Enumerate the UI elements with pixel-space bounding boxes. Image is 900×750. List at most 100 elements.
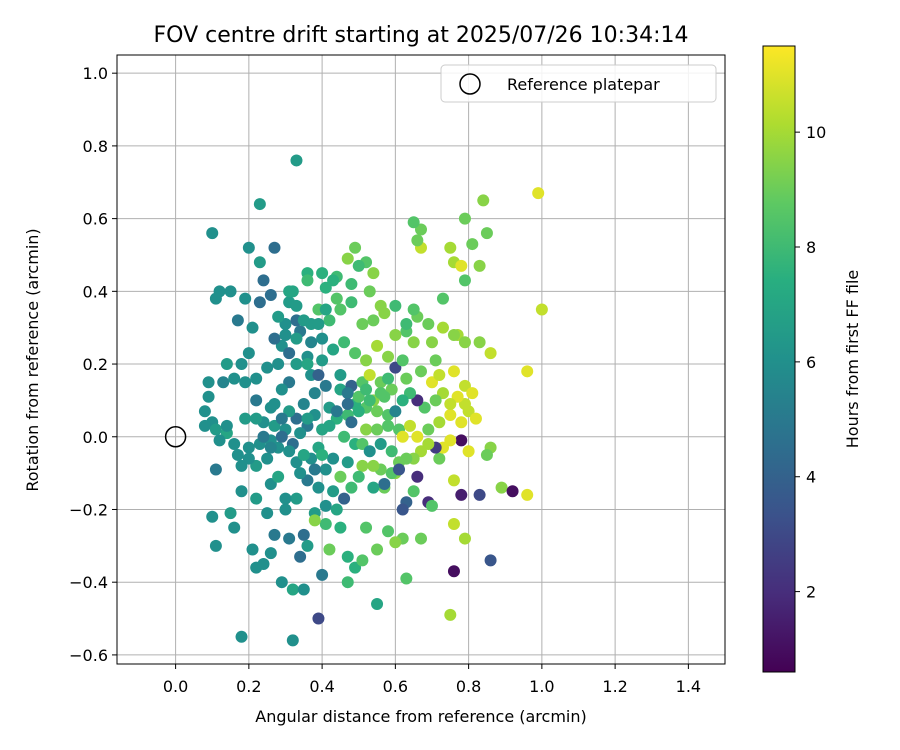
scatter-point xyxy=(283,376,296,389)
scatter-point xyxy=(319,499,332,512)
scatter-point xyxy=(312,481,325,494)
scatter-point xyxy=(323,314,336,327)
scatter-point xyxy=(360,423,373,436)
scatter-point xyxy=(477,194,490,207)
scatter-point xyxy=(283,347,296,360)
scatter-point xyxy=(495,481,508,494)
scatter-point xyxy=(268,332,281,345)
scatter-point xyxy=(411,394,424,407)
scatter-point xyxy=(297,583,310,596)
scatter-point xyxy=(316,332,329,345)
scatter-point xyxy=(418,401,431,414)
scatter-point xyxy=(319,379,332,392)
scatter-point xyxy=(330,405,343,418)
scatter-point xyxy=(330,503,343,516)
scatter-point xyxy=(371,543,384,556)
scatter-point xyxy=(341,576,354,589)
scatter-point xyxy=(319,518,332,531)
scatter-point xyxy=(400,372,413,385)
scatter-point xyxy=(455,259,468,272)
scatter-point xyxy=(253,256,266,269)
scatter-point xyxy=(367,267,380,280)
scatter-point xyxy=(447,474,460,487)
scatter-point xyxy=(396,354,409,367)
y-tick-label: −0.6 xyxy=(69,646,108,665)
scatter-point xyxy=(338,336,351,349)
scatter-point xyxy=(308,463,321,476)
scatter-point xyxy=(279,328,292,341)
scatter-point xyxy=(275,430,288,443)
scatter-point xyxy=(389,299,402,312)
scatter-point xyxy=(473,488,486,501)
scatter-point xyxy=(458,532,471,545)
scatter-point xyxy=(224,507,237,520)
scatter-point xyxy=(458,398,471,411)
scatter-point xyxy=(341,456,354,469)
scatter-point xyxy=(334,521,347,534)
scatter-point xyxy=(407,485,420,498)
scatter-point xyxy=(290,358,303,371)
scatter-point xyxy=(345,416,358,429)
scatter-point xyxy=(312,318,325,331)
x-tick-label: 1.0 xyxy=(529,677,554,696)
scatter-point xyxy=(264,547,277,560)
x-axis-ticks: 0.0 0.2 0.4 0.6 0.8 1.0 1.2 1.4 xyxy=(163,664,701,696)
legend-marker-icon xyxy=(459,73,481,95)
scatter-point xyxy=(455,416,468,429)
scatter-point xyxy=(327,274,340,287)
scatter-point xyxy=(301,539,314,552)
scatter-point xyxy=(473,336,486,349)
scatter-point xyxy=(349,561,362,574)
scatter-point xyxy=(209,292,222,305)
scatter-point xyxy=(404,387,417,400)
scatter-point xyxy=(532,187,545,200)
scatter-point xyxy=(290,492,303,505)
scatter-point xyxy=(294,467,307,480)
scatter-point xyxy=(323,543,336,556)
scatter-point xyxy=(411,470,424,483)
legend: Reference platepar xyxy=(440,64,717,103)
scatter-point xyxy=(261,452,274,465)
scatter-point xyxy=(382,350,395,363)
scatter-point xyxy=(242,347,255,360)
scatter-point xyxy=(239,292,252,305)
reference-marker xyxy=(164,426,187,448)
scatter-point xyxy=(360,383,373,396)
scatter-point xyxy=(250,459,263,472)
colorbar-tick-label: 4 xyxy=(806,468,816,487)
colorbar-tick-label: 10 xyxy=(806,123,826,142)
scatter-point xyxy=(363,445,376,458)
scatter-point xyxy=(341,550,354,563)
scatter-point xyxy=(352,390,365,403)
scatter-point xyxy=(301,474,314,487)
x-tick-label: 0.6 xyxy=(383,677,408,696)
scatter-point xyxy=(257,558,270,571)
scatter-point xyxy=(231,448,244,461)
scatter-point xyxy=(341,387,354,400)
scatter-point xyxy=(415,223,427,236)
scatter-point xyxy=(352,259,365,272)
x-tick-label: 1.2 xyxy=(602,677,627,696)
scatter-point xyxy=(261,361,274,374)
scatter-point xyxy=(327,343,340,356)
scatter-point xyxy=(371,405,384,418)
scatter-point xyxy=(425,376,438,389)
scatter-point xyxy=(425,499,438,512)
scatter-point xyxy=(202,376,215,389)
scatter-point xyxy=(198,405,211,418)
scatter-point xyxy=(349,347,362,360)
scatter-point xyxy=(305,336,318,349)
scatter-point xyxy=(433,368,446,381)
scatter-point xyxy=(334,470,347,483)
scatter-point xyxy=(367,459,380,472)
scatter-point xyxy=(235,630,248,643)
plot-frame xyxy=(116,54,726,665)
y-tick-label: 0.4 xyxy=(83,282,108,301)
scatter-point xyxy=(228,372,241,385)
scatter-point xyxy=(220,419,233,432)
scatter-point xyxy=(290,332,303,345)
scatter-point xyxy=(469,412,482,425)
scatter-point xyxy=(411,234,424,247)
scatter-point xyxy=(356,459,369,472)
scatter-point xyxy=(480,227,493,240)
